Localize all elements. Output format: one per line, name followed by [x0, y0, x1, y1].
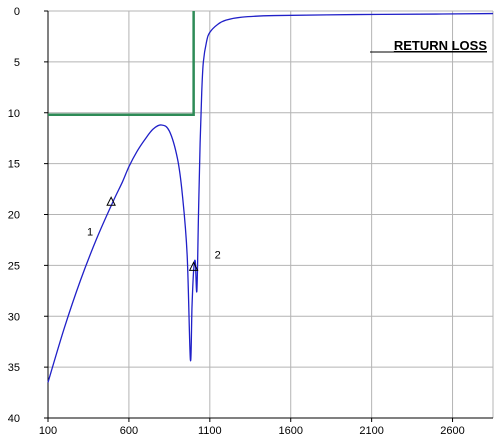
y-tick-label: 35: [8, 362, 20, 374]
y-tick-label: 15: [8, 159, 20, 171]
axes: [47, 11, 493, 419]
series-line-limit: [48, 11, 195, 117]
y-tick-label: 5: [14, 57, 20, 69]
marker-triangle-2: [188, 261, 199, 271]
y-tick-label: 0: [14, 6, 20, 18]
markers-layer: 12: [87, 196, 221, 271]
x-tick-label: 100: [39, 425, 57, 437]
x-tick-label: 1600: [278, 425, 302, 437]
x-tick-label: 2100: [359, 425, 383, 437]
y-tick-label: 10: [8, 108, 20, 120]
series-line-return-loss: [47, 12, 494, 383]
marker-triangle-1: [106, 196, 116, 206]
marker-label-1: 1: [87, 226, 93, 238]
series-layer: [47, 11, 494, 383]
y-tick-label: 40: [8, 413, 20, 425]
marker-label-2: 2: [215, 249, 221, 261]
tick-labels: 100 600 1100 1600 2100 2600 0 5 10 15 20 25 30 35 40: [8, 6, 465, 437]
y-tick-label: 20: [8, 210, 20, 222]
y-tick-label: 30: [8, 311, 20, 323]
x-tick-label: 600: [120, 425, 138, 437]
chart-title: RETURN LOSS: [394, 38, 488, 53]
y-tick-label: 25: [8, 260, 20, 272]
grid-lines: [44, 10, 494, 422]
x-tick-label: 1100: [198, 425, 222, 437]
x-tick-label: 2600: [440, 425, 464, 437]
